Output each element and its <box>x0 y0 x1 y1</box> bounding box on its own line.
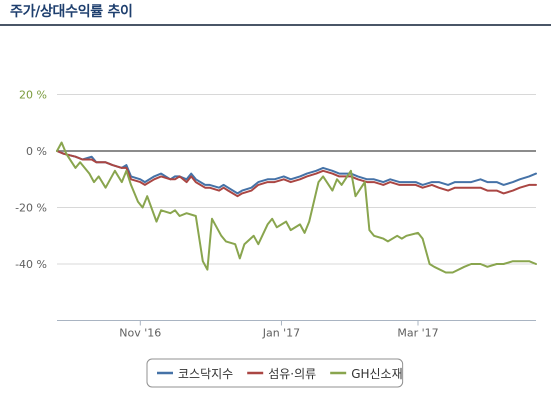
legend-box <box>146 358 404 388</box>
legend-item[interactable]: 코스닥지수 <box>157 367 233 381</box>
legend[interactable]: 코스닥지수 섬유·의류 GH신소재 <box>146 358 404 388</box>
legend-item[interactable]: GH신소재 <box>330 367 403 381</box>
series-lines <box>56 141 537 274</box>
y-tick-label: 20 % <box>19 89 47 102</box>
x-tick-label: Jan '17 <box>262 327 300 340</box>
series-line-1 <box>56 150 537 195</box>
x-tick-label: Nov '16 <box>119 327 161 340</box>
series-line-3 <box>56 141 537 274</box>
legend-label: GH신소재 <box>351 367 402 381</box>
legend-label: 섬유·의류 <box>268 367 316 381</box>
x-tick-label: Mar '17 <box>397 327 438 340</box>
grid-lines <box>57 94 536 265</box>
page-title: 주가/상대수익률 추이 <box>10 4 133 20</box>
y-tick-label: 0 % <box>26 145 47 158</box>
axes: 20 % 0 % -20 % -40 % Nov '16 Jan '17 Mar '17 <box>15 89 536 340</box>
legend-item[interactable]: 섬유·의류 <box>247 367 316 381</box>
legend-label: 코스닥지수 <box>178 367 233 381</box>
y-tick-label: -20 % <box>15 202 47 215</box>
series-line-2 <box>56 150 537 198</box>
header: 주가/상대수익률 추이 <box>0 0 551 26</box>
y-tick-label: -40 % <box>15 258 47 271</box>
